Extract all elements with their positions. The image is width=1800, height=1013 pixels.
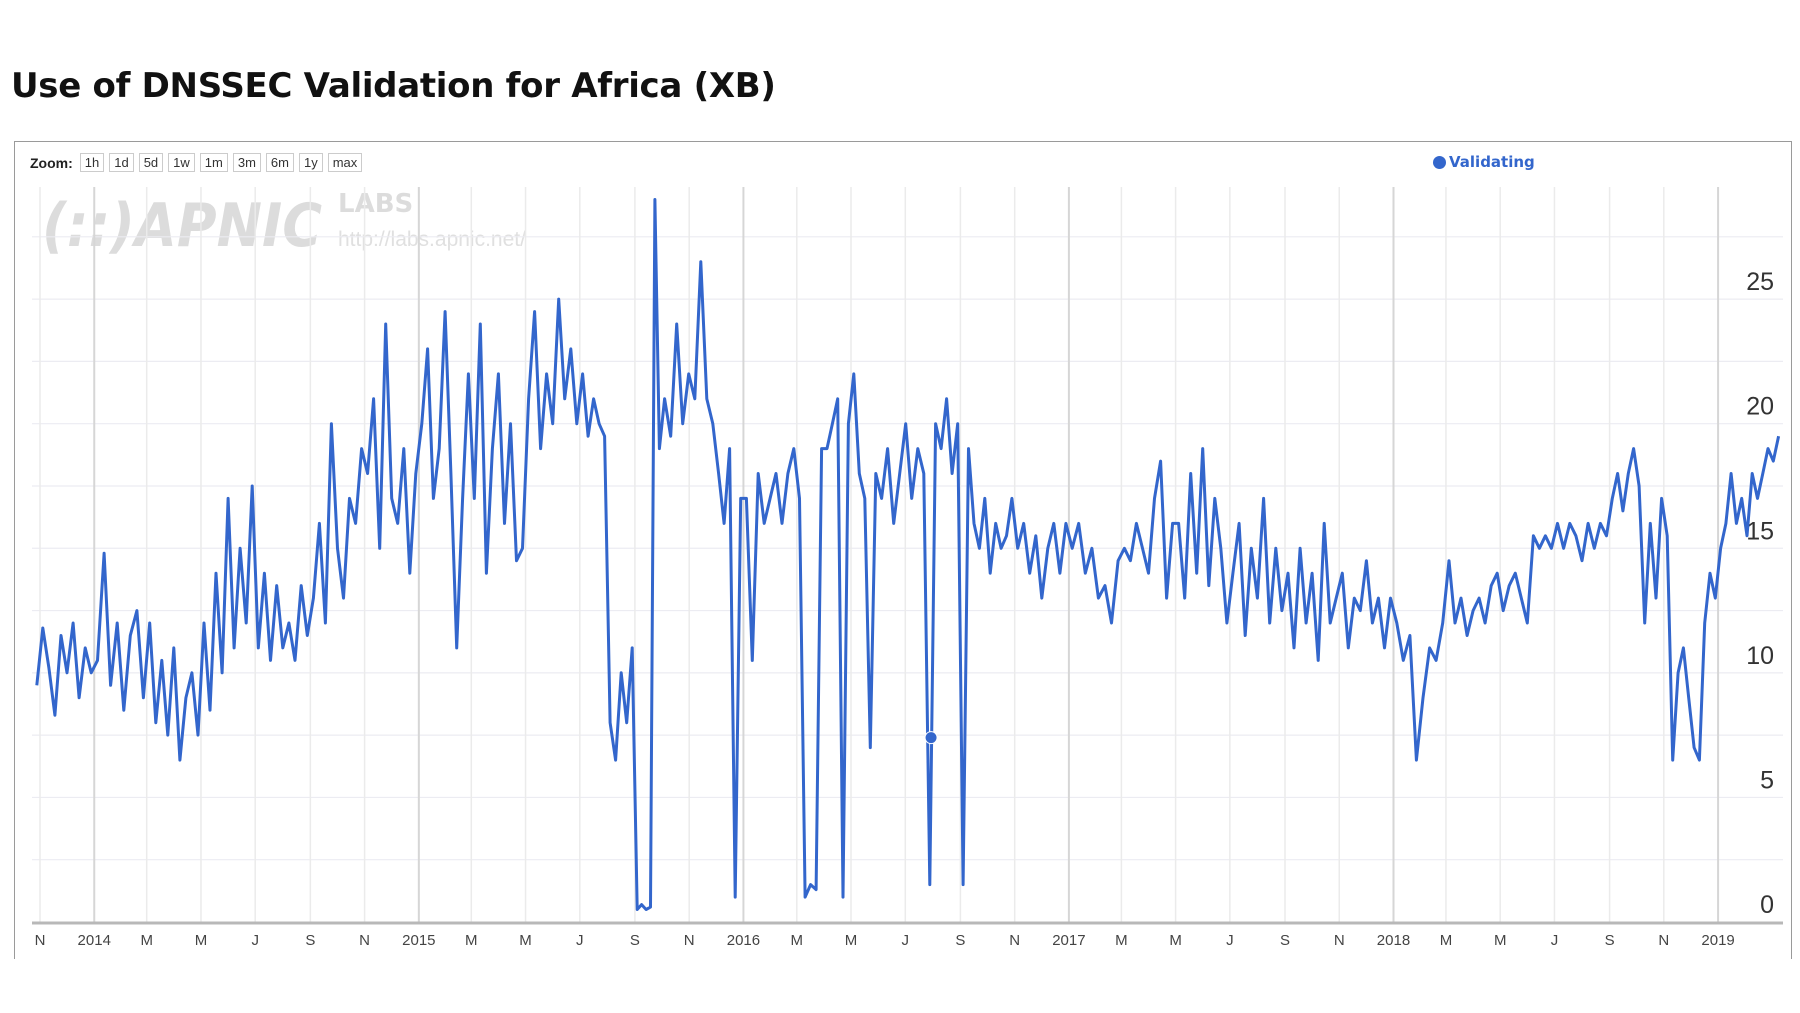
x-tick-label: 2019 bbox=[1701, 932, 1734, 949]
grid-lines bbox=[32, 187, 1783, 925]
x-tick-label: J bbox=[902, 932, 910, 949]
zoom-5d-button[interactable]: 5d bbox=[138, 153, 164, 172]
x-tick-label: J bbox=[576, 932, 584, 949]
x-tick-label: M bbox=[1440, 932, 1453, 949]
x-tick-label: M bbox=[845, 932, 858, 949]
y-tick-label: 25 bbox=[1746, 268, 1774, 296]
x-tick-label: M bbox=[465, 932, 478, 949]
y-tick-label: 20 bbox=[1746, 393, 1774, 421]
x-tick-label: M bbox=[1115, 932, 1128, 949]
x-tick-label: 2015 bbox=[402, 932, 435, 949]
watermark-url: http://labs.apnic.net/ bbox=[338, 228, 526, 251]
series-validating bbox=[35, 198, 1781, 911]
watermark-labs: LABS bbox=[338, 189, 413, 219]
x-tick-label: J bbox=[1226, 932, 1234, 949]
zoom-controls: Zoom: 1h 1d 5d 1w 1m 3m 6m 1y max bbox=[30, 153, 363, 172]
x-tick-label: J bbox=[1551, 932, 1559, 949]
x-tick-label: S bbox=[1605, 932, 1615, 949]
x-tick-label: 2016 bbox=[727, 932, 760, 949]
x-tick-label: M bbox=[195, 932, 208, 949]
page-title: Use of DNSSEC Validation for Africa (XB) bbox=[11, 66, 776, 106]
x-tick-label: N bbox=[1009, 932, 1020, 949]
legend-item-validating[interactable]: Validating bbox=[1433, 153, 1535, 171]
x-tick-label: N bbox=[359, 932, 370, 949]
x-tick-label: 2018 bbox=[1377, 932, 1410, 949]
zoom-1m-button[interactable]: 1m bbox=[199, 153, 228, 172]
x-tick-label: N bbox=[1658, 932, 1669, 949]
legend-dot-icon bbox=[1433, 155, 1446, 169]
y-tick-label: 0 bbox=[1760, 891, 1774, 919]
x-tick-label: S bbox=[955, 932, 965, 949]
x-tick-label: M bbox=[791, 932, 804, 949]
zoom-1y-button[interactable]: 1y bbox=[298, 153, 323, 172]
x-tick-label: N bbox=[35, 932, 46, 949]
x-tick-label: N bbox=[1334, 932, 1345, 949]
zoom-label: Zoom: bbox=[30, 154, 73, 171]
watermark-logo: (::)APNIC bbox=[42, 191, 322, 261]
y-tick-label: 10 bbox=[1746, 642, 1774, 670]
x-axis-labels: N 2014 M M J S N 2015 M M J S N 2016 M M J S N 2017 M M J S N 201… bbox=[35, 932, 1735, 949]
apnic-labs-watermark: (::)APNIC LABS http://labs.apnic.net/ bbox=[42, 189, 526, 261]
x-tick-label: M bbox=[1494, 932, 1507, 949]
zoom-1w-button[interactable]: 1w bbox=[168, 153, 195, 172]
zoom-1d-button[interactable]: 1d bbox=[109, 153, 134, 172]
x-tick-label: S bbox=[305, 932, 315, 949]
x-tick-label: S bbox=[630, 932, 640, 949]
hover-point-marker bbox=[924, 731, 938, 745]
x-tick-label: M bbox=[1169, 932, 1182, 949]
x-tick-label: 2014 bbox=[78, 932, 111, 949]
x-tick-label: 2017 bbox=[1052, 932, 1085, 949]
y-tick-label: 5 bbox=[1760, 766, 1774, 794]
zoom-3m-button[interactable]: 3m bbox=[232, 153, 261, 172]
zoom-1h-button[interactable]: 1h bbox=[79, 153, 105, 172]
x-tick-label: S bbox=[1280, 932, 1290, 949]
x-tick-label: M bbox=[519, 932, 532, 949]
y-tick-label: 15 bbox=[1746, 517, 1774, 545]
x-tick-label: M bbox=[140, 932, 153, 949]
chart-frame bbox=[14, 141, 1792, 959]
legend-label: Validating bbox=[1449, 153, 1535, 171]
zoom-6m-button[interactable]: 6m bbox=[265, 153, 294, 172]
y-axis-labels: 0 5 10 15 20 25 bbox=[1746, 268, 1774, 919]
x-tick-label: N bbox=[684, 932, 695, 949]
series-line-validating bbox=[35, 198, 1781, 911]
zoom-max-button[interactable]: max bbox=[327, 153, 363, 172]
x-tick-label: J bbox=[251, 932, 259, 949]
